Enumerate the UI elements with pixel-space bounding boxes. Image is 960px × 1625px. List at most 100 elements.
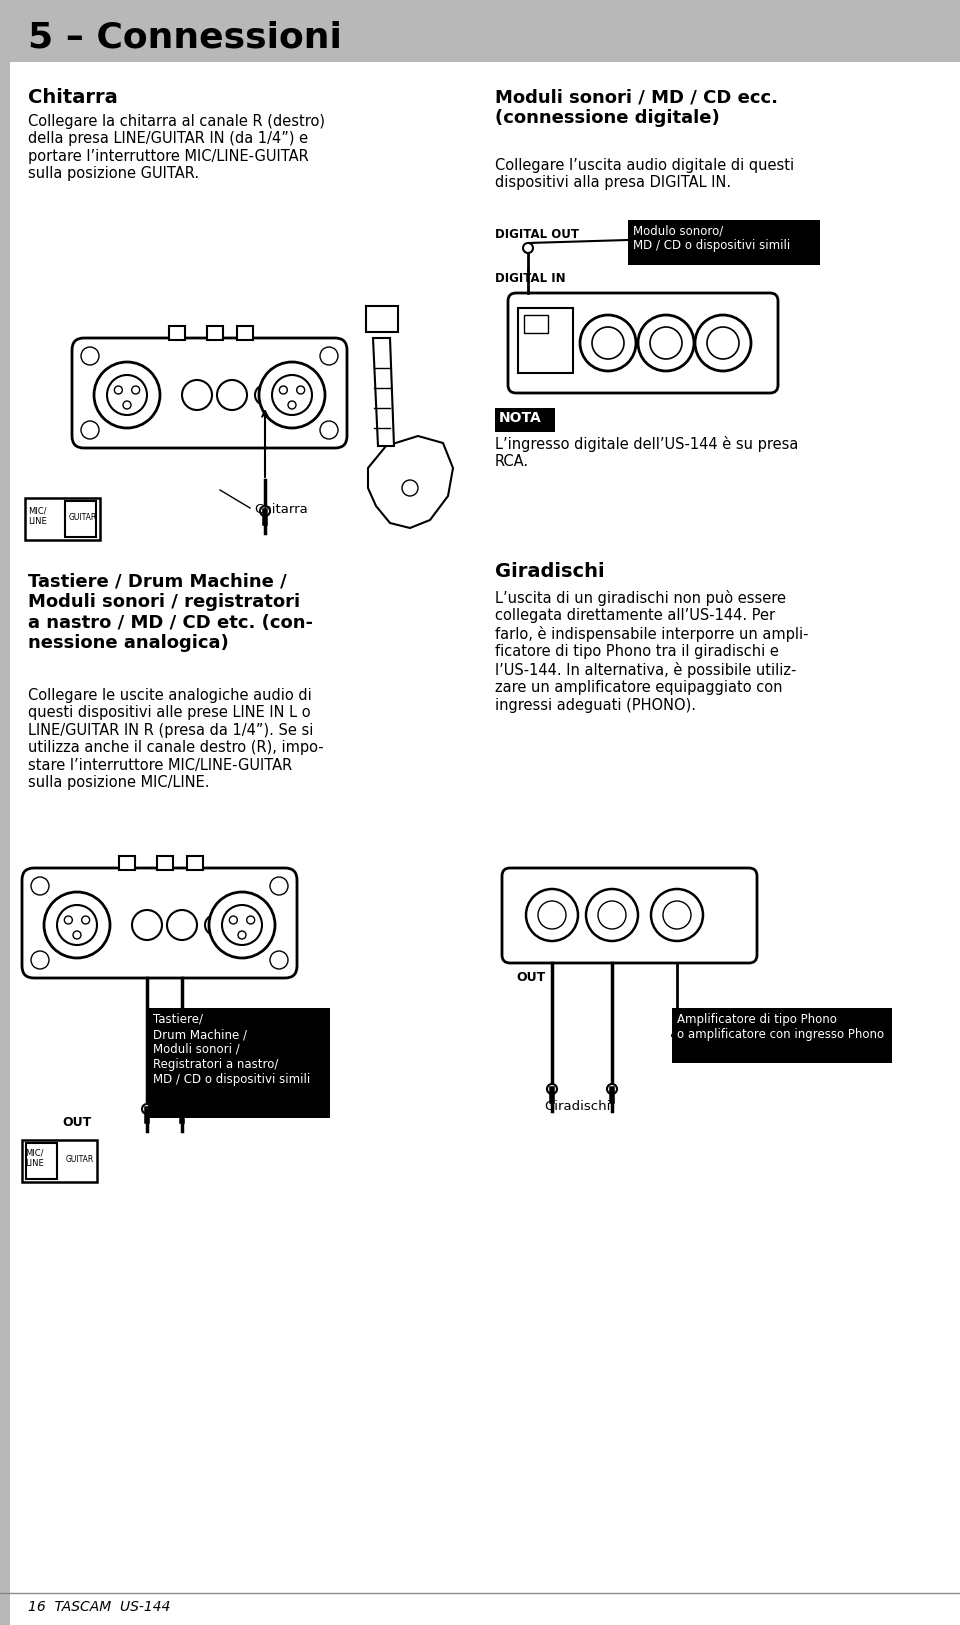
Bar	[237, 327, 253, 340]
Bar	[65, 500, 96, 536]
Circle shape	[526, 889, 578, 941]
Bar	[207, 327, 223, 340]
Text: Modulo sonoro/
MD / CD o dispositivi simili: Modulo sonoro/ MD / CD o dispositivi sim…	[633, 224, 790, 252]
Circle shape	[209, 892, 275, 959]
Text: Chitarra: Chitarra	[28, 88, 118, 107]
Circle shape	[44, 892, 110, 959]
Circle shape	[547, 1084, 557, 1094]
Bar	[25, 497, 100, 540]
Bar	[524, 315, 548, 333]
Text: MIC/: MIC/	[25, 1147, 43, 1157]
Circle shape	[638, 315, 694, 370]
Text: L’ingresso digitale dell’US-144 è su presa
RCA.: L’ingresso digitale dell’US-144 è su pre…	[495, 436, 799, 470]
Circle shape	[229, 916, 237, 925]
Circle shape	[402, 479, 418, 496]
Circle shape	[663, 900, 691, 930]
Circle shape	[114, 387, 122, 393]
Circle shape	[651, 889, 703, 941]
Text: Collegare l’uscita audio digitale di questi
dispositivi alla presa DIGITAL IN.: Collegare l’uscita audio digitale di que…	[495, 158, 794, 190]
Circle shape	[592, 327, 624, 359]
Text: LINE: LINE	[25, 1159, 44, 1168]
Text: 16  TASCAM  US-144: 16 TASCAM US-144	[28, 1601, 171, 1614]
Circle shape	[31, 878, 49, 895]
Circle shape	[82, 916, 89, 925]
Text: OUT: OUT	[516, 972, 545, 985]
Circle shape	[217, 380, 247, 410]
Circle shape	[270, 951, 288, 968]
Text: DIGITAL OUT: DIGITAL OUT	[495, 228, 579, 240]
Circle shape	[132, 910, 162, 939]
Circle shape	[177, 1103, 187, 1115]
Circle shape	[707, 327, 739, 359]
Circle shape	[320, 421, 338, 439]
Circle shape	[132, 387, 139, 393]
Text: Collegare le uscite analogiche audio di
questi dispositivi alle prese LINE IN L : Collegare le uscite analogiche audio di …	[28, 687, 324, 790]
Text: Tastiere/
Drum Machine /
Moduli sonori /
Registratori a nastro/
MD / CD o dispos: Tastiere/ Drum Machine / Moduli sonori /…	[153, 1012, 310, 1086]
Text: Giradischi: Giradischi	[543, 1100, 611, 1113]
Bar	[26, 1142, 57, 1180]
Circle shape	[31, 951, 49, 968]
Circle shape	[538, 900, 566, 930]
Polygon shape	[373, 338, 394, 445]
Text: GUITAR: GUITAR	[69, 514, 97, 522]
Circle shape	[247, 916, 254, 925]
Bar	[0, 0, 960, 62]
Text: NOTA: NOTA	[499, 411, 541, 426]
Bar	[169, 327, 184, 340]
Circle shape	[650, 327, 682, 359]
Bar	[495, 408, 555, 432]
Circle shape	[81, 421, 99, 439]
Text: L’uscita di un giradischi non può essere
collegata direttamente all’US-144. Per
: L’uscita di un giradischi non può essere…	[495, 590, 808, 713]
Circle shape	[222, 905, 262, 946]
Bar	[148, 1008, 330, 1118]
Circle shape	[182, 380, 212, 410]
Circle shape	[205, 915, 225, 934]
Text: LINE: LINE	[28, 517, 47, 526]
Bar	[628, 219, 820, 265]
Bar	[0, 62, 10, 1625]
Circle shape	[255, 385, 275, 405]
Text: Tastiere / Drum Machine /
Moduli sonori / registratori
a nastro / MD / CD etc. (: Tastiere / Drum Machine / Moduli sonori …	[28, 572, 313, 652]
Circle shape	[260, 505, 270, 517]
FancyBboxPatch shape	[72, 338, 347, 449]
Polygon shape	[368, 436, 453, 528]
Circle shape	[73, 931, 81, 939]
Circle shape	[279, 387, 287, 393]
Circle shape	[167, 910, 197, 939]
Circle shape	[586, 889, 638, 941]
Text: Chitarra: Chitarra	[254, 504, 308, 517]
Text: Moduli sonori / MD / CD ecc.
(connessione digitale): Moduli sonori / MD / CD ecc. (connession…	[495, 88, 778, 127]
Circle shape	[580, 315, 636, 370]
FancyBboxPatch shape	[22, 868, 297, 978]
FancyBboxPatch shape	[508, 292, 778, 393]
Circle shape	[270, 878, 288, 895]
Circle shape	[288, 401, 296, 410]
Bar	[187, 856, 204, 869]
Bar	[118, 856, 134, 869]
Bar	[366, 306, 398, 332]
Bar	[672, 1008, 892, 1063]
Text: Giradischi: Giradischi	[495, 562, 605, 582]
Circle shape	[695, 315, 751, 370]
Text: GUITAR: GUITAR	[66, 1155, 94, 1164]
Circle shape	[607, 1084, 617, 1094]
Circle shape	[259, 362, 325, 427]
Circle shape	[57, 905, 97, 946]
Text: 5 – Connessioni: 5 – Connessioni	[28, 20, 342, 54]
Circle shape	[107, 375, 147, 414]
Text: DIGITAL IN: DIGITAL IN	[495, 271, 565, 284]
Circle shape	[598, 900, 626, 930]
Circle shape	[94, 362, 160, 427]
Circle shape	[320, 348, 338, 366]
Text: MIC/: MIC/	[28, 505, 46, 515]
Circle shape	[81, 348, 99, 366]
FancyBboxPatch shape	[502, 868, 757, 964]
Text: Collegare la chitarra al canale R (destro)
della presa LINE/GUITAR IN (da 1/4”) : Collegare la chitarra al canale R (destr…	[28, 114, 325, 182]
Text: Amplificatore di tipo Phono
o amplificatore con ingresso Phono: Amplificatore di tipo Phono o amplificat…	[677, 1012, 884, 1042]
Circle shape	[523, 244, 533, 254]
Text: OUT: OUT	[62, 1116, 91, 1129]
Circle shape	[123, 401, 131, 410]
Bar	[518, 309, 573, 374]
Bar	[22, 1141, 97, 1181]
Circle shape	[142, 1103, 152, 1115]
